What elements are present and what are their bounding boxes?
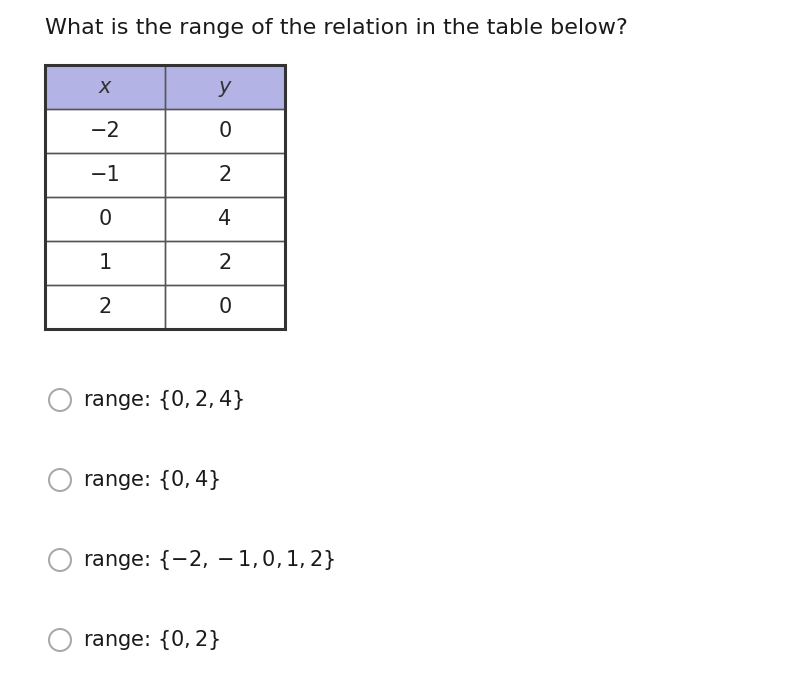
Text: 2: 2: [218, 165, 232, 185]
Bar: [165, 285, 285, 329]
Bar: [45, 197, 165, 241]
Text: 1: 1: [98, 253, 112, 273]
Text: 0: 0: [98, 209, 112, 229]
Bar: [45, 65, 165, 109]
Bar: [165, 153, 285, 197]
Bar: [45, 285, 165, 329]
Bar: [45, 65, 285, 329]
Bar: [165, 241, 285, 285]
Text: −2: −2: [90, 121, 120, 141]
Bar: [165, 109, 285, 153]
Text: x: x: [99, 77, 111, 97]
Bar: [45, 197, 165, 241]
Text: −1: −1: [90, 165, 120, 185]
Bar: [165, 197, 285, 241]
Bar: [45, 109, 165, 153]
Text: 0: 0: [218, 121, 232, 141]
Text: 4: 4: [218, 209, 232, 229]
Bar: [165, 153, 285, 197]
Bar: [45, 153, 165, 197]
Text: What is the range of the relation in the table below?: What is the range of the relation in the…: [45, 18, 628, 38]
Bar: [45, 241, 165, 285]
Bar: [165, 109, 285, 153]
Circle shape: [49, 629, 71, 651]
Bar: [165, 65, 285, 109]
Text: range: $\left\{−2,−1,0,1,2\right\}$: range: $\left\{−2,−1,0,1,2\right\}$: [83, 548, 336, 572]
Text: 2: 2: [98, 297, 112, 317]
Circle shape: [49, 389, 71, 411]
Bar: [45, 285, 165, 329]
Bar: [165, 65, 285, 109]
Bar: [165, 241, 285, 285]
Text: range: $\left\{0,2\right\}$: range: $\left\{0,2\right\}$: [83, 628, 221, 652]
Bar: [165, 285, 285, 329]
Text: range: $\left\{0,4\right\}$: range: $\left\{0,4\right\}$: [83, 468, 221, 492]
Bar: [45, 153, 165, 197]
Bar: [45, 109, 165, 153]
Circle shape: [49, 469, 71, 491]
Bar: [165, 197, 285, 241]
Bar: [45, 241, 165, 285]
Text: 0: 0: [218, 297, 232, 317]
Circle shape: [49, 549, 71, 571]
Text: 2: 2: [218, 253, 232, 273]
Text: range: $\left\{0,2,4\right\}$: range: $\left\{0,2,4\right\}$: [83, 388, 245, 412]
Bar: [45, 65, 165, 109]
Text: y: y: [219, 77, 231, 97]
